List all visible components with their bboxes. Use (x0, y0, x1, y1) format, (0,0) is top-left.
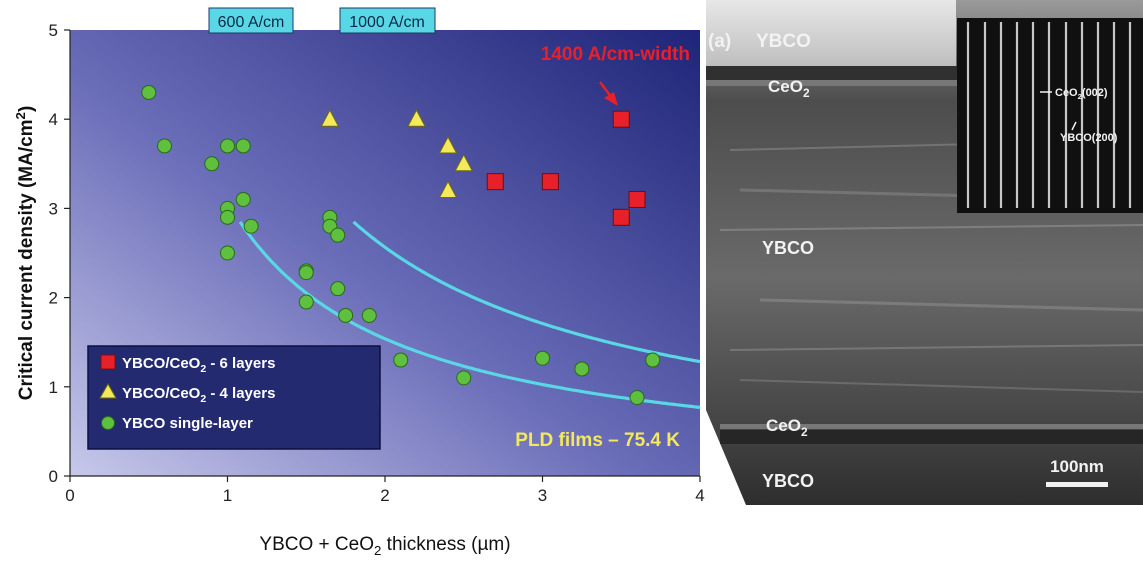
x-tick-label: 2 (380, 486, 389, 505)
y-tick-label: 0 (49, 467, 58, 486)
x-axis-title: YBCO + CeO2 thickness (µm) (259, 534, 510, 558)
x-tick-label: 4 (695, 486, 704, 505)
tem-label-ceo2-top: CeO2 (768, 77, 810, 100)
annotation-1400: 1400 A/cm-width (541, 44, 690, 65)
data-points (141, 84, 661, 406)
point-single-layer (330, 281, 346, 297)
axis-ticks: 0 1 2 3 4 0 1 2 3 4 5 (49, 21, 705, 505)
inset-label-ybco-200: YBCO(200) (1060, 132, 1118, 144)
tem-ceo2-bottom-band (720, 430, 1143, 444)
svg-text:100nm: 100nm (1050, 457, 1104, 476)
point-single-layer (645, 352, 661, 368)
scale-bar: 100nm (1046, 457, 1108, 487)
x-tick-label: 0 (65, 486, 74, 505)
x-tick-label: 3 (538, 486, 547, 505)
tem-label-ybco-mid: YBCO (762, 238, 814, 258)
curve-label-1000: 1000 A/cm (339, 7, 436, 34)
point-4-layers (454, 153, 474, 172)
point-single-layer (220, 245, 235, 261)
point-single-layer (330, 227, 346, 243)
y-tick-label: 3 (49, 199, 58, 218)
constant-width-curves (238, 220, 700, 409)
point-4-layers (407, 109, 426, 127)
point-4-layers (438, 180, 458, 199)
diffraction-inset: CeO2(002) YBCO(200) (957, 18, 1143, 213)
point-single-layer (393, 352, 409, 368)
y-tick-label: 2 (49, 289, 58, 308)
point-6-layers (486, 173, 504, 191)
y-tick-label: 1 (49, 378, 58, 397)
tem-label-ceo2-bottom: CeO2 (766, 416, 808, 439)
annotation-pld: PLD films – 75.4 K (515, 430, 680, 451)
point-single-layer (235, 138, 251, 154)
point-single-layer (456, 370, 472, 386)
y-tick-label: 5 (49, 21, 58, 40)
point-single-layer (535, 350, 550, 366)
point-6-layers (628, 190, 646, 208)
inset-label-ceo2-002: CeO2(002) (1055, 87, 1108, 101)
x-tick-label: 1 (223, 486, 232, 505)
point-single-layer (220, 138, 235, 154)
point-4-layers (438, 135, 458, 154)
svg-text:600 A/cm: 600 A/cm (218, 14, 285, 31)
tem-micrograph: CeO2(002) YBCO(200) (a) YBCO CeO2 YBCO C… (706, 0, 1143, 505)
point-single-layer (361, 307, 377, 323)
legend-label-6-layers: YBCO/CeO2 - 6 layers (122, 355, 275, 375)
point-6-layers (541, 173, 559, 191)
point-single-layer (220, 209, 235, 225)
point-single-layer (141, 84, 157, 100)
tem-panel-label: (a) (708, 31, 731, 52)
tem-label-ybco-top: YBCO (756, 31, 811, 52)
point-6-layers (612, 110, 630, 128)
point-4-layers (320, 109, 340, 127)
y-tick-label: 4 (49, 110, 58, 129)
legend-label-single-layer: YBCO single-layer (122, 415, 253, 432)
point-single-layer (157, 138, 172, 154)
point-single-layer (298, 265, 314, 281)
point-single-layer (204, 156, 220, 172)
legend-marker-square (100, 354, 116, 370)
svg-text:1000 A/cm: 1000 A/cm (349, 14, 425, 31)
curve-600 (238, 220, 700, 409)
curve-1000 (352, 220, 700, 364)
point-single-layer (243, 218, 259, 234)
curve-label-600: 600 A/cm (208, 7, 294, 34)
tem-ybco-top-layer (706, 0, 956, 66)
legend-box (87, 345, 381, 450)
tem-label-ybco-bottom: YBCO (762, 471, 814, 491)
legend-marker-triangle (99, 382, 117, 399)
chart: 0 1 2 3 4 0 1 2 3 4 5 YBCO + CeO2 thickness (µm) C… (13, 7, 705, 558)
annotation-arrow (599, 81, 618, 106)
point-single-layer (338, 307, 354, 323)
point-single-layer (574, 361, 590, 377)
point-single-layer (298, 294, 314, 310)
point-single-layer (629, 390, 645, 406)
legend: YBCO/CeO2 - 6 layers YBCO/CeO2 - 4 layer… (87, 345, 381, 450)
y-axis-title: Critical current density (MA/cm2) (13, 106, 37, 401)
legend-marker-circle (101, 416, 115, 430)
legend-label-4-layers: YBCO/CeO2 - 4 layers (122, 385, 275, 405)
point-6-layers (612, 208, 630, 226)
point-single-layer (235, 191, 251, 207)
